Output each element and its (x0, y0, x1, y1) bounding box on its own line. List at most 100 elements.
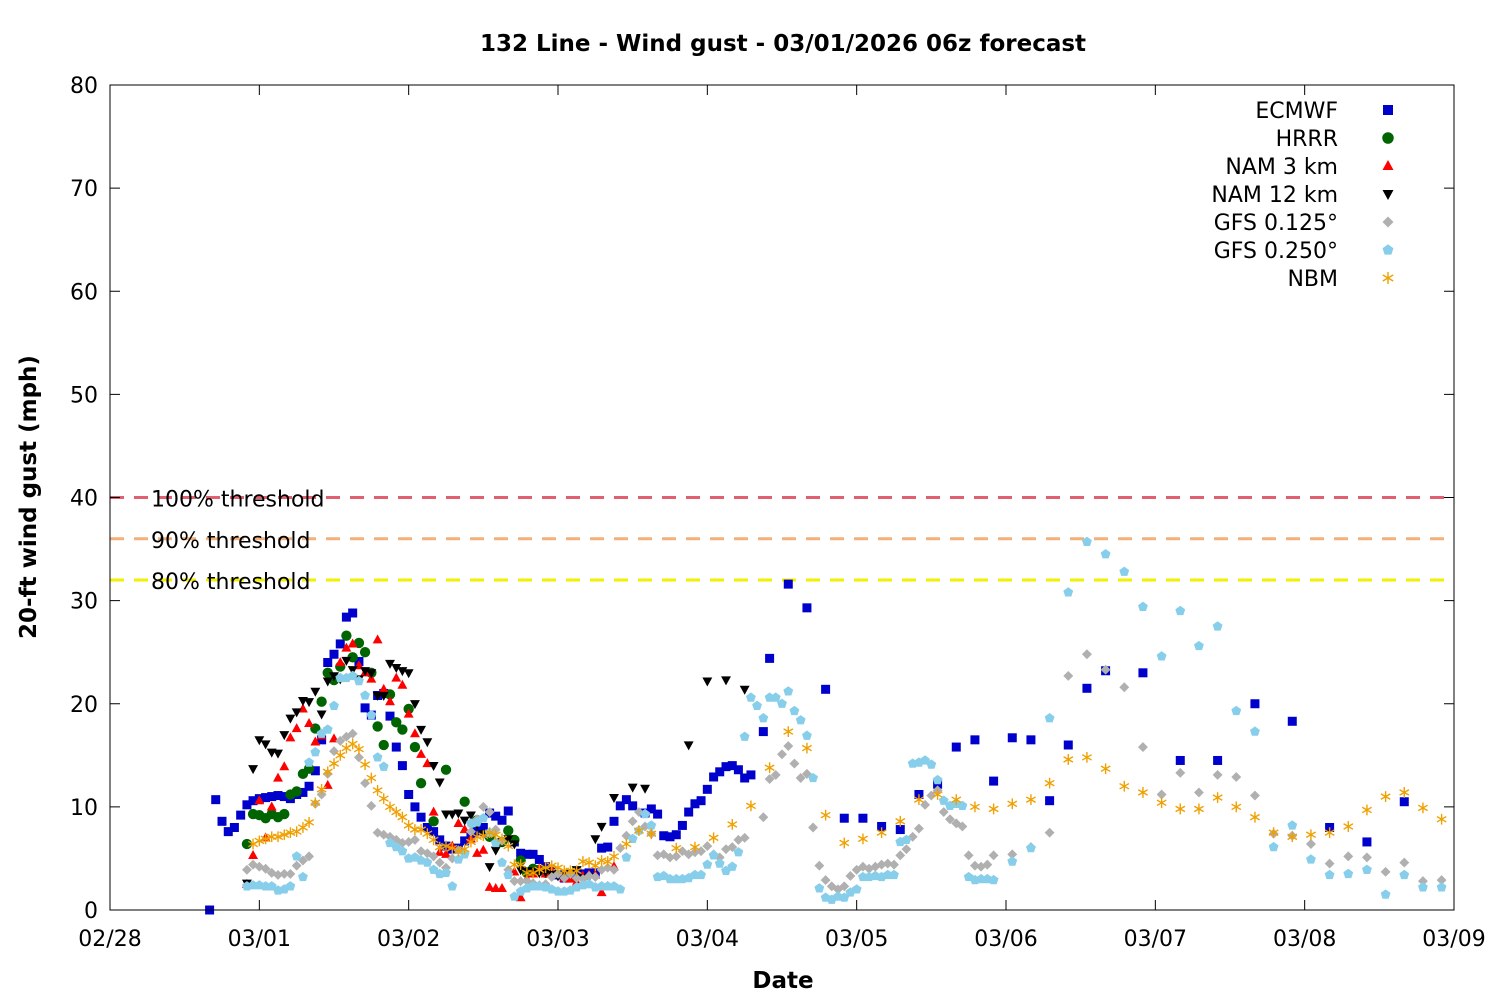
data-point (764, 774, 775, 784)
data-point (316, 710, 327, 720)
data-point (938, 795, 949, 805)
data-point (254, 795, 265, 805)
data-point (298, 871, 308, 882)
data-point (366, 709, 377, 720)
data-point (721, 676, 731, 686)
data-point (304, 781, 314, 791)
data-point (758, 812, 769, 823)
data-point (808, 772, 818, 783)
data-point (758, 713, 769, 723)
y-axis-label: 20-ft wind gust (mph) (16, 355, 42, 639)
data-point (503, 835, 514, 845)
data-point (596, 822, 607, 832)
data-point (733, 847, 744, 857)
x-tick-label: 02/28 (78, 927, 141, 952)
data-point (1193, 803, 1204, 815)
data-point (696, 796, 706, 806)
data-point (1399, 787, 1410, 798)
data-point (472, 831, 483, 843)
data-point (378, 739, 389, 751)
data-point (422, 857, 433, 867)
data-point (453, 854, 464, 864)
data-point (963, 850, 974, 861)
data-point (702, 859, 713, 869)
threshold-lines: 100% threshold 90% threshold 80% threshold (110, 488, 1454, 595)
data-point (1250, 699, 1260, 709)
data-point (248, 765, 259, 775)
data-point (285, 732, 296, 742)
data-point (429, 827, 439, 837)
data-point (503, 840, 514, 852)
data-point (777, 749, 787, 760)
data-point (285, 868, 296, 879)
data-point (652, 850, 663, 861)
data-point (366, 772, 377, 784)
data-point (310, 747, 321, 757)
data-point (783, 741, 794, 751)
data-point (453, 809, 464, 819)
data-point (285, 714, 296, 724)
data-point (1082, 683, 1092, 693)
data-point (1324, 869, 1335, 880)
data-point (783, 686, 794, 696)
data-point (372, 752, 383, 762)
data-point (970, 735, 980, 745)
data-point (359, 647, 371, 658)
data-point (304, 698, 315, 708)
data-point (590, 860, 601, 872)
data-point (217, 816, 227, 826)
data-point (602, 856, 613, 867)
data-point (988, 874, 999, 885)
data-point (540, 862, 551, 874)
data-point (609, 816, 619, 826)
data-point (646, 820, 657, 830)
data-point (497, 857, 507, 867)
data-point (322, 724, 333, 734)
data-point (969, 860, 980, 871)
data-point (515, 892, 526, 902)
legend-marker (1383, 105, 1393, 115)
data-point (310, 736, 321, 746)
data-point (422, 738, 433, 748)
data-point (1287, 831, 1298, 843)
data-point (895, 850, 906, 861)
data-point (329, 746, 339, 757)
data-point (727, 819, 738, 830)
legend-label: GFS 0.250° (1214, 239, 1338, 264)
data-point (428, 851, 439, 862)
data-point (410, 802, 420, 812)
data-point (372, 634, 383, 644)
data-point (1306, 854, 1316, 864)
data-point (1138, 601, 1148, 611)
legend-label: GFS 0.125° (1214, 211, 1338, 236)
data-point (254, 835, 265, 847)
data-point (1100, 664, 1111, 675)
data-point (378, 761, 389, 771)
data-point (1063, 587, 1074, 597)
data-point (397, 811, 408, 823)
data-point (1193, 787, 1204, 798)
data-point (1324, 827, 1335, 839)
data-point (702, 841, 713, 852)
data-point (820, 809, 831, 821)
data-point (447, 810, 458, 820)
data-point (316, 783, 327, 795)
data-point (752, 700, 762, 710)
data-point (279, 808, 290, 820)
data-point (553, 868, 563, 879)
data-point (951, 794, 962, 806)
data-point (347, 670, 358, 681)
data-point (602, 881, 613, 891)
data-point (1138, 668, 1148, 678)
data-point (515, 859, 526, 871)
data-point (1044, 713, 1055, 723)
legend-marker (1382, 160, 1394, 170)
data-point (497, 882, 507, 892)
data-point (608, 850, 620, 862)
data-point (416, 725, 427, 735)
data-point (1343, 851, 1354, 862)
data-point (1268, 827, 1279, 839)
data-marks (205, 536, 1447, 915)
y-tick-label: 10 (70, 796, 98, 821)
legend-marker (1382, 244, 1394, 255)
